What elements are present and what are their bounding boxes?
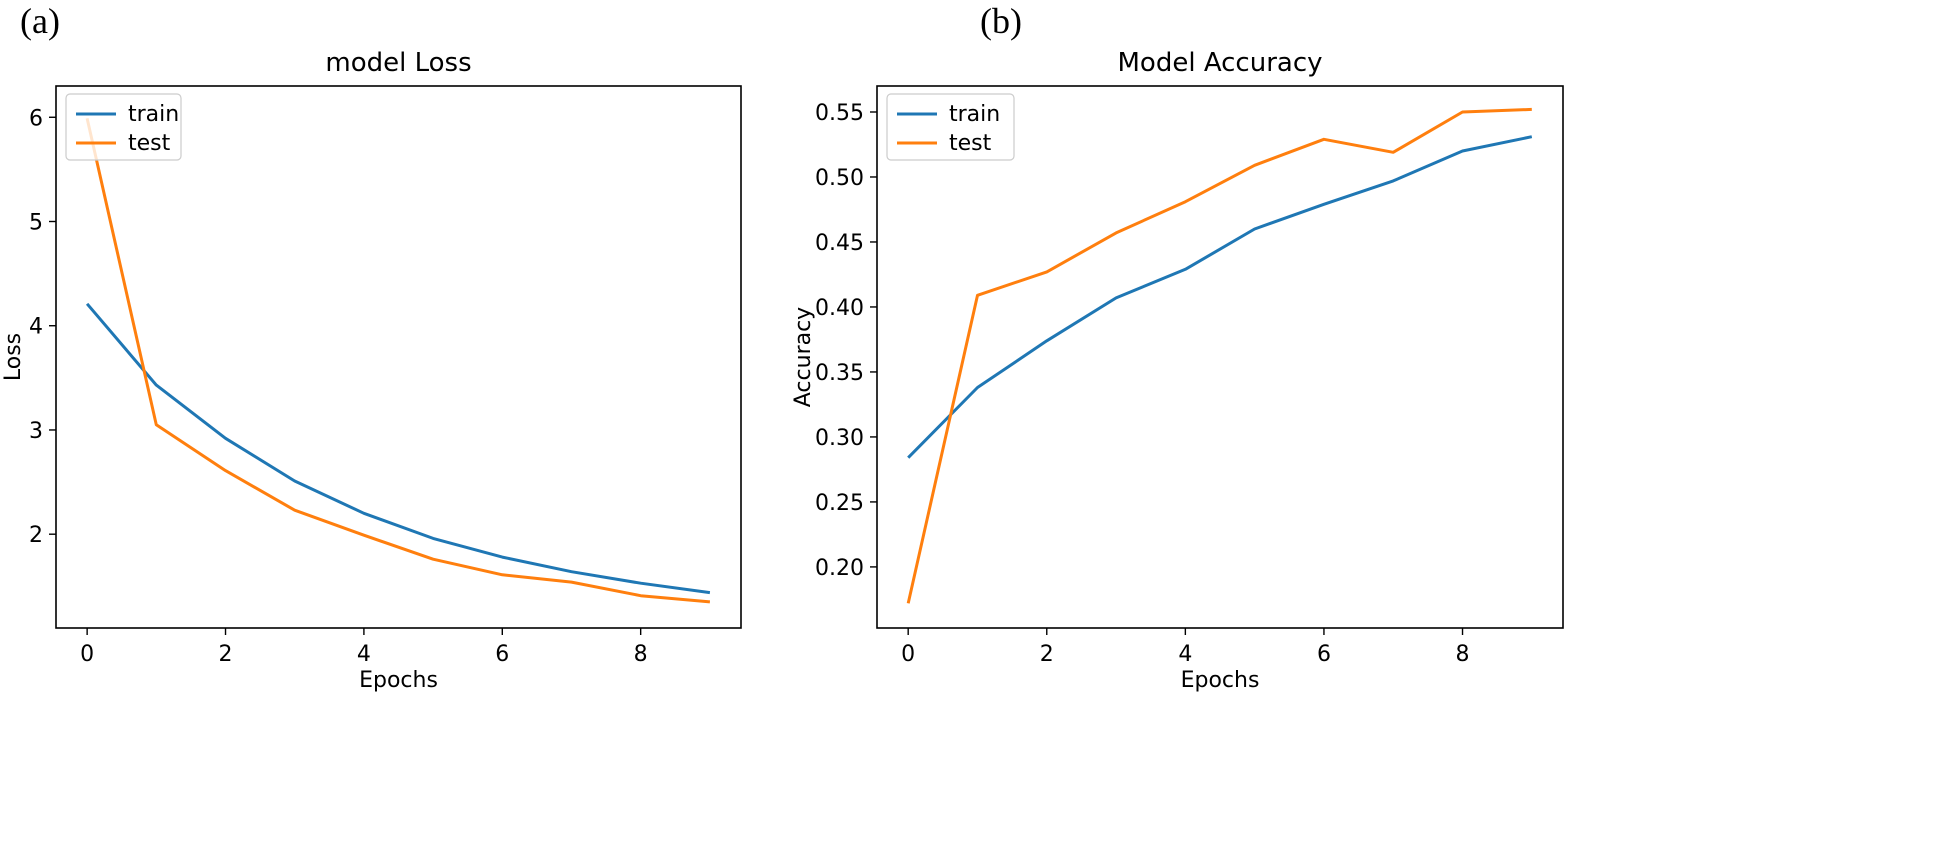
panel-label-a: (a) bbox=[20, 1, 60, 41]
legend-label-test: test bbox=[128, 131, 171, 156]
chart-0: 0 2 4 6 8 2 3 4 5 6 model Loss Epochs Loss train test bbox=[1, 48, 742, 693]
y-tick-label: 0.30 bbox=[815, 426, 864, 451]
x-axis-label: Epochs bbox=[359, 668, 438, 693]
legend: train test bbox=[886, 93, 1015, 161]
x-tick-label: 4 bbox=[357, 642, 371, 667]
x-tick-label: 6 bbox=[495, 642, 509, 667]
y-tick-label: 3 bbox=[29, 419, 43, 444]
y-tick-label: 0.55 bbox=[815, 101, 864, 126]
panel-label-b: (b) bbox=[980, 1, 1022, 41]
y-tick-label: 0.45 bbox=[815, 231, 864, 256]
y-tick-label: 0.25 bbox=[815, 491, 864, 516]
plot-frame bbox=[876, 85, 1564, 629]
legend-label-test: test bbox=[949, 131, 992, 156]
x-tick-label: 6 bbox=[1317, 642, 1331, 667]
y-tick-label: 0.50 bbox=[815, 166, 864, 191]
y-tick-label: 6 bbox=[29, 106, 43, 131]
y-axis-label: Loss bbox=[1, 333, 26, 381]
x-tick-label: 0 bbox=[80, 642, 94, 667]
series-line-train bbox=[85, 302, 711, 595]
y-tick-label: 4 bbox=[29, 315, 43, 340]
y-tick-label: 0.35 bbox=[815, 361, 864, 386]
y-tick-label: 5 bbox=[29, 211, 43, 236]
legend-label-train: train bbox=[949, 102, 1000, 127]
series-line-train bbox=[907, 135, 1533, 459]
series-line-test bbox=[85, 117, 711, 604]
x-tick-label: 0 bbox=[901, 642, 915, 667]
y-tick-label: 0.40 bbox=[815, 296, 864, 321]
chart-title: model Loss bbox=[325, 48, 471, 78]
x-tick-label: 8 bbox=[1456, 642, 1470, 667]
chart-title: Model Accuracy bbox=[1117, 48, 1322, 78]
series-line-test bbox=[906, 107, 1532, 604]
chart-1: 0 2 4 6 8 0.20 0.25 0.30 0.35 0.40 0.45 0.50 0.55 Mod… bbox=[791, 48, 1564, 693]
x-tick-label: 2 bbox=[1040, 642, 1054, 667]
y-tick-label: 2 bbox=[29, 523, 43, 548]
y-tick-label: 0.20 bbox=[815, 556, 864, 581]
y-axis-label: Accuracy bbox=[791, 307, 816, 407]
legend-label-train: train bbox=[128, 102, 179, 127]
x-tick-label: 8 bbox=[634, 642, 648, 667]
legend: train test bbox=[65, 93, 182, 161]
x-tick-label: 4 bbox=[1178, 642, 1192, 667]
x-axis-label: Epochs bbox=[1181, 668, 1260, 693]
x-tick-label: 2 bbox=[219, 642, 233, 667]
plot-frame bbox=[55, 85, 742, 629]
